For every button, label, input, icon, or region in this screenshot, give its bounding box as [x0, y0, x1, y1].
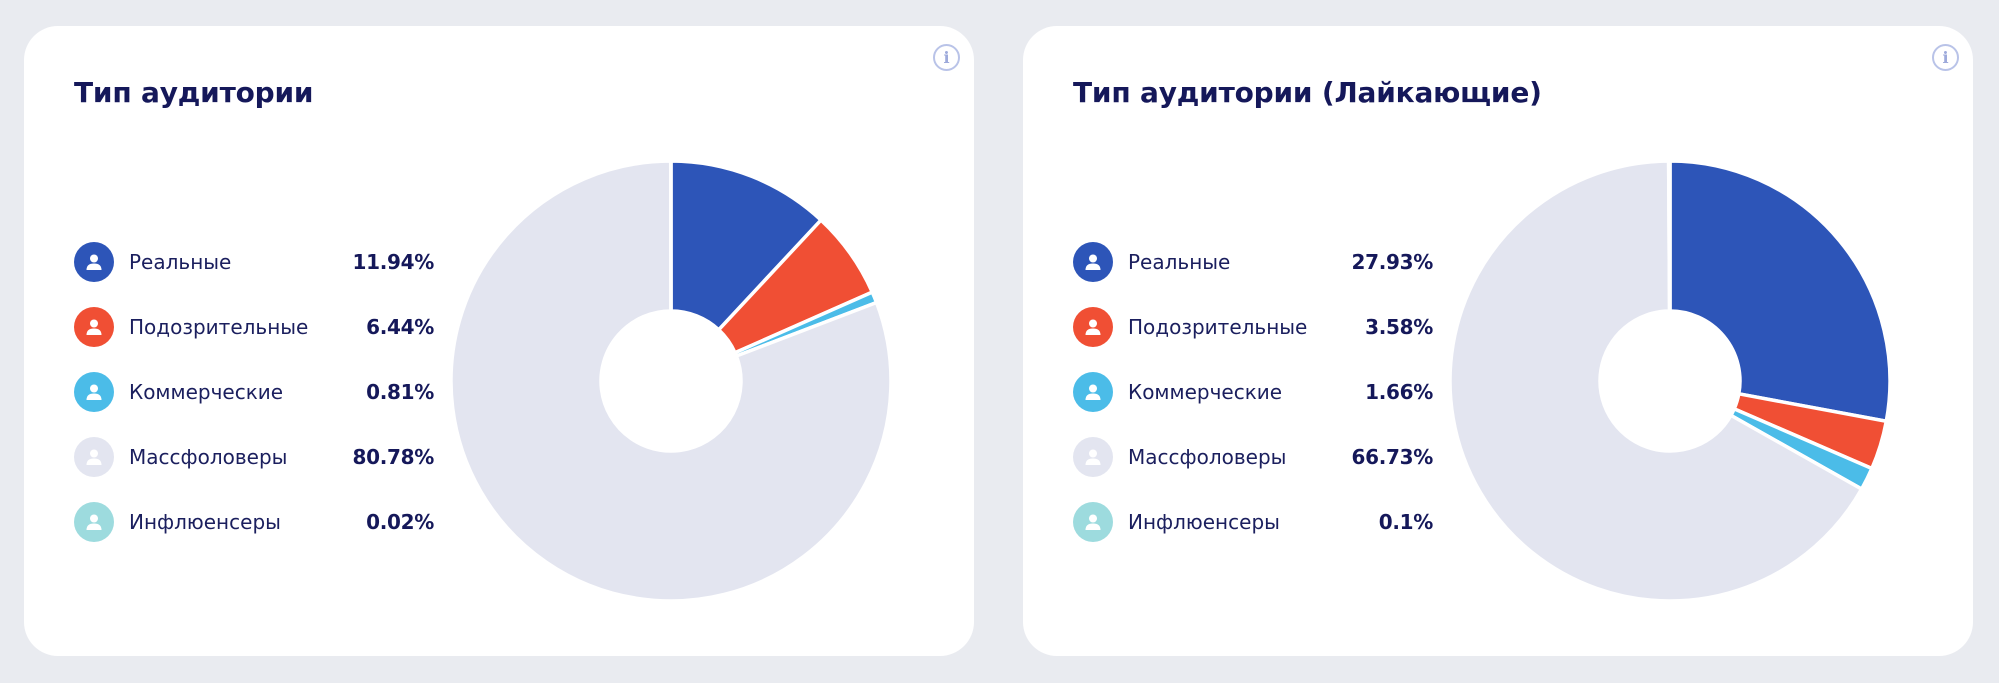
legend-item-real: Реальные 11.94% — [74, 229, 434, 294]
legend-item-suspicious: Подозрительные 3.58% — [1073, 294, 1433, 359]
legend-label: Инфлюенсеры — [1128, 509, 1280, 534]
legend-label: Подозрительные — [129, 314, 309, 339]
legend-value: 1.66% — [1365, 379, 1433, 404]
user-icon — [1073, 501, 1113, 542]
legend-label: Коммерческие — [1128, 379, 1283, 404]
legend-label: Реальные — [1128, 249, 1231, 274]
legend-label: Массфоловеры — [1128, 444, 1287, 469]
legend-value: 27.93% — [1351, 249, 1433, 274]
legend-value: 3.58% — [1365, 314, 1433, 339]
user-icon — [1073, 436, 1113, 477]
user-icon — [74, 306, 114, 347]
legend-item-commercial: Коммерческие 1.66% — [1073, 359, 1433, 424]
legend-value: 0.1% — [1378, 509, 1434, 534]
legend-item-influencers: Инфлюенсеры 0.02% — [74, 489, 434, 554]
pie-slice-3[interactable] — [449, 159, 893, 603]
chart-legend: Реальные 11.94% Подозрительные 6.44% Ком… — [74, 229, 434, 554]
user-icon — [74, 371, 114, 412]
legend-item-influencers: Инфлюенсеры 0.1% — [1073, 489, 1433, 554]
user-icon — [1073, 306, 1113, 347]
pie-slice-4[interactable] — [1666, 159, 1672, 313]
legend-item-massfollowers: Массфоловеры 80.78% — [74, 424, 434, 489]
audience-type-card: Тип аудитории i Реальные 11.94% Подозрит… — [24, 26, 974, 656]
pie-slice-3[interactable] — [1448, 159, 1864, 603]
card-title: Тип аудитории (Лайкающие) — [1073, 76, 1542, 109]
legend-label: Инфлюенсеры — [129, 509, 281, 534]
donut-chart — [1448, 159, 1892, 603]
legend-item-suspicious: Подозрительные 6.44% — [74, 294, 434, 359]
user-icon — [74, 436, 114, 477]
legend-value: 66.73% — [1351, 444, 1433, 469]
info-icon[interactable]: i — [933, 44, 960, 71]
legend-label: Подозрительные — [1128, 314, 1308, 339]
legend-item-massfollowers: Массфоловеры 66.73% — [1073, 424, 1433, 489]
legend-label: Реальные — [129, 249, 232, 274]
user-icon — [1073, 241, 1113, 282]
legend-value: 6.44% — [366, 314, 434, 339]
pie-slice-0[interactable] — [1668, 159, 1892, 424]
legend-label: Коммерческие — [129, 379, 284, 404]
legend-value: 0.81% — [366, 379, 434, 404]
audience-type-likers-card: Тип аудитории (Лайкающие) i Реальные 27.… — [1023, 26, 1973, 656]
user-icon — [74, 241, 114, 282]
pie-slice-0[interactable] — [669, 159, 823, 332]
legend-value: 11.94% — [352, 249, 434, 274]
legend-item-real: Реальные 27.93% — [1073, 229, 1433, 294]
legend-value: 0.02% — [366, 509, 434, 534]
chart-legend: Реальные 27.93% Подозрительные 3.58% Ком… — [1073, 229, 1433, 554]
legend-value: 80.78% — [352, 444, 434, 469]
info-icon[interactable]: i — [1932, 44, 1959, 71]
user-icon — [74, 501, 114, 542]
legend-label: Массфоловеры — [129, 444, 288, 469]
card-title: Тип аудитории — [74, 76, 314, 109]
user-icon — [1073, 371, 1113, 412]
legend-item-commercial: Коммерческие 0.81% — [74, 359, 434, 424]
donut-chart — [449, 159, 893, 603]
